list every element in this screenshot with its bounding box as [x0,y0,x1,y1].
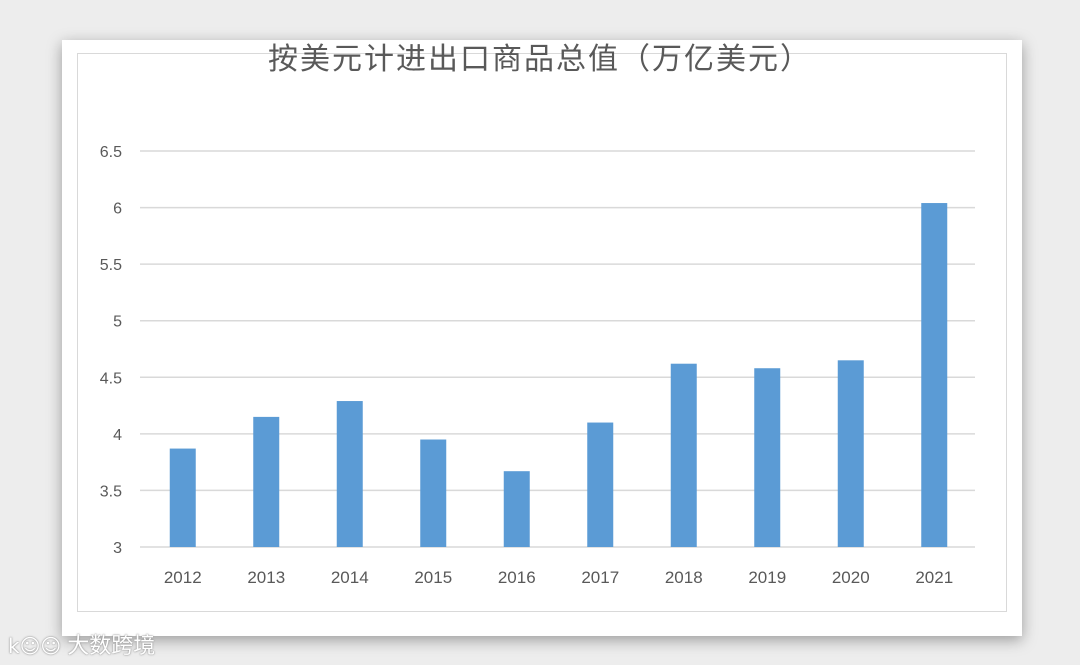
y-tick-label: 6.5 [100,144,122,161]
x-tick-label: 2015 [414,568,452,587]
y-tick-label: 3.5 [100,483,122,500]
x-tick-label: 2012 [164,568,202,587]
bar-2020 [837,360,864,547]
bar-2015 [420,439,447,547]
watermark-logo: k☺☺ [8,634,62,658]
bar-2018 [670,363,697,547]
y-tick-label: 6 [113,201,122,218]
y-tick-label: 4.5 [100,370,122,387]
chart-title: 按美元计进出口商品总值（万亿美元） [268,42,812,77]
y-tick-label: 5 [113,314,122,331]
bar-2012 [169,448,196,547]
bar-2013 [253,416,280,547]
bar-2014 [336,401,363,547]
y-tick-label: 3 [113,540,122,557]
x-tick-label: 2013 [247,568,285,587]
x-tick-label: 2016 [498,568,536,587]
x-tick-label: 2019 [748,568,786,587]
watermark: k☺☺ 大数跨境 [8,628,155,660]
bar-2016 [503,471,530,547]
x-tick-label: 2018 [665,568,703,587]
bar-2017 [587,422,614,547]
y-tick-label: 4 [113,427,122,444]
x-tick-label: 2017 [581,568,619,587]
x-tick-label: 2021 [915,568,953,587]
x-tick-label: 2020 [832,568,870,587]
watermark-text: 大数跨境 [67,634,156,659]
y-tick-label: 5.5 [100,257,122,274]
x-tick-label: 2014 [331,568,369,587]
bar-2019 [754,368,781,547]
bar-2021 [921,203,948,547]
chart-border [77,53,1007,612]
